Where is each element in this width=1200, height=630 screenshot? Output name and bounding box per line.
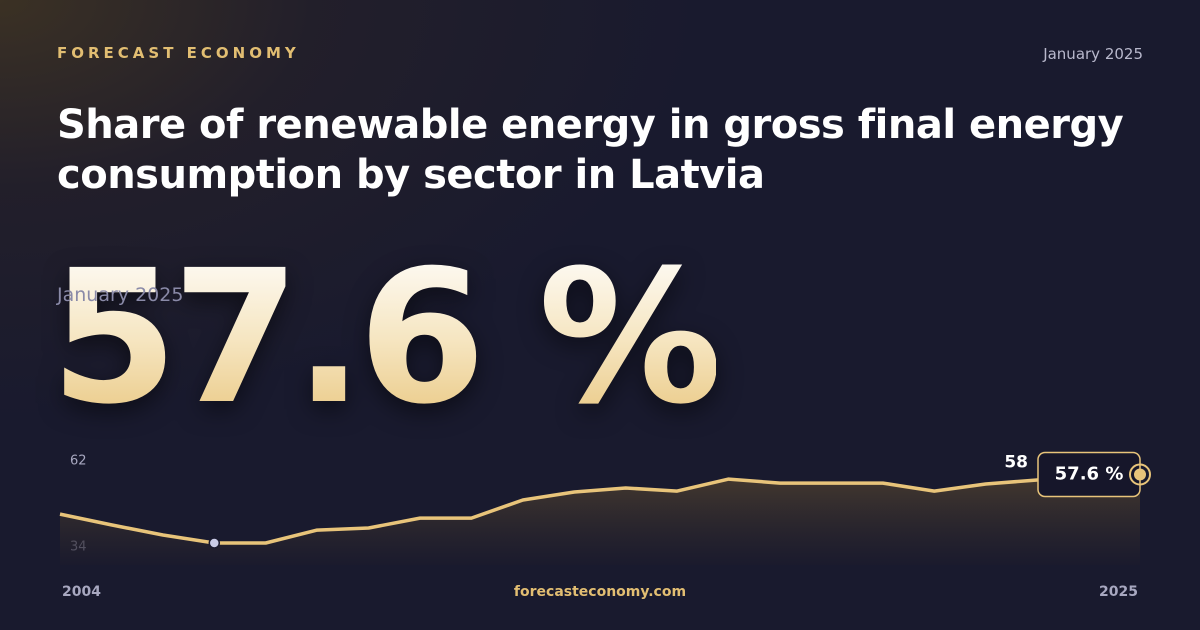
end-ring bbox=[1129, 463, 1151, 486]
headline-value: 57.6 % bbox=[50, 231, 722, 445]
brand: FORECAST ECONOMY bbox=[57, 44, 300, 62]
x-tick-label: 2025 bbox=[1099, 584, 1138, 600]
footer: forecasteconomy.com bbox=[514, 584, 686, 600]
x-tick-label: 2004 bbox=[62, 584, 101, 600]
min-marker bbox=[208, 537, 221, 549]
title: Share of renewable energy in gross final… bbox=[57, 102, 1124, 198]
value-label: 58 bbox=[1004, 453, 1028, 473]
date: January 2025 bbox=[1043, 45, 1143, 63]
headline-date: January 2025 bbox=[57, 284, 184, 306]
y-tick-label: 62 bbox=[70, 454, 87, 469]
callout-text: 57.6 % bbox=[1055, 464, 1124, 485]
end-marker bbox=[1134, 468, 1146, 481]
line bbox=[59, 472, 1141, 545]
area bbox=[60, 474, 1140, 565]
